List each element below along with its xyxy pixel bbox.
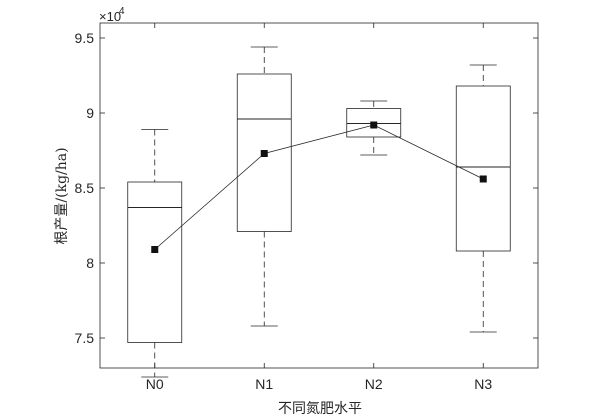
x-axis: N0 N1 N2 N3 xyxy=(146,23,492,392)
box-n1 xyxy=(236,46,292,327)
y-exponent-power: 4 xyxy=(119,6,125,17)
y-tick-label: 7.5 xyxy=(75,330,95,346)
y-tick-label: 9.5 xyxy=(75,30,95,46)
x-tick-label: N3 xyxy=(474,376,492,392)
box-n3 xyxy=(455,64,511,333)
box-body xyxy=(455,85,511,252)
mean-marker-n0 xyxy=(151,246,159,253)
boxes-group xyxy=(127,46,511,378)
x-axis-label: 不同氮肥水平 xyxy=(278,401,362,417)
box-body xyxy=(346,108,402,138)
mean-line xyxy=(154,124,484,250)
means-group xyxy=(151,121,487,253)
x-tick-label: N2 xyxy=(365,376,383,392)
y-tick-label: 8 xyxy=(86,255,94,271)
x-tick-label: N1 xyxy=(255,376,273,392)
box-body xyxy=(236,73,292,232)
y-axis: 7.5 8 8.5 9 9.5 xyxy=(75,30,538,346)
y-tick-label: 8.5 xyxy=(75,180,95,196)
y-exponent-base: ×10 xyxy=(99,9,121,24)
box-n0 xyxy=(127,129,183,378)
axes-frame xyxy=(99,22,539,369)
mean-marker-n2 xyxy=(370,121,378,129)
y-tick-label: 9 xyxy=(86,105,94,121)
mean-marker-n3 xyxy=(479,175,487,183)
x-tick-label: N0 xyxy=(146,376,164,392)
box-body xyxy=(127,181,183,343)
mean-marker-n1 xyxy=(260,150,268,157)
plot-area xyxy=(99,22,539,369)
y-axis-label: 根产量/(kg/ha) xyxy=(54,147,70,244)
